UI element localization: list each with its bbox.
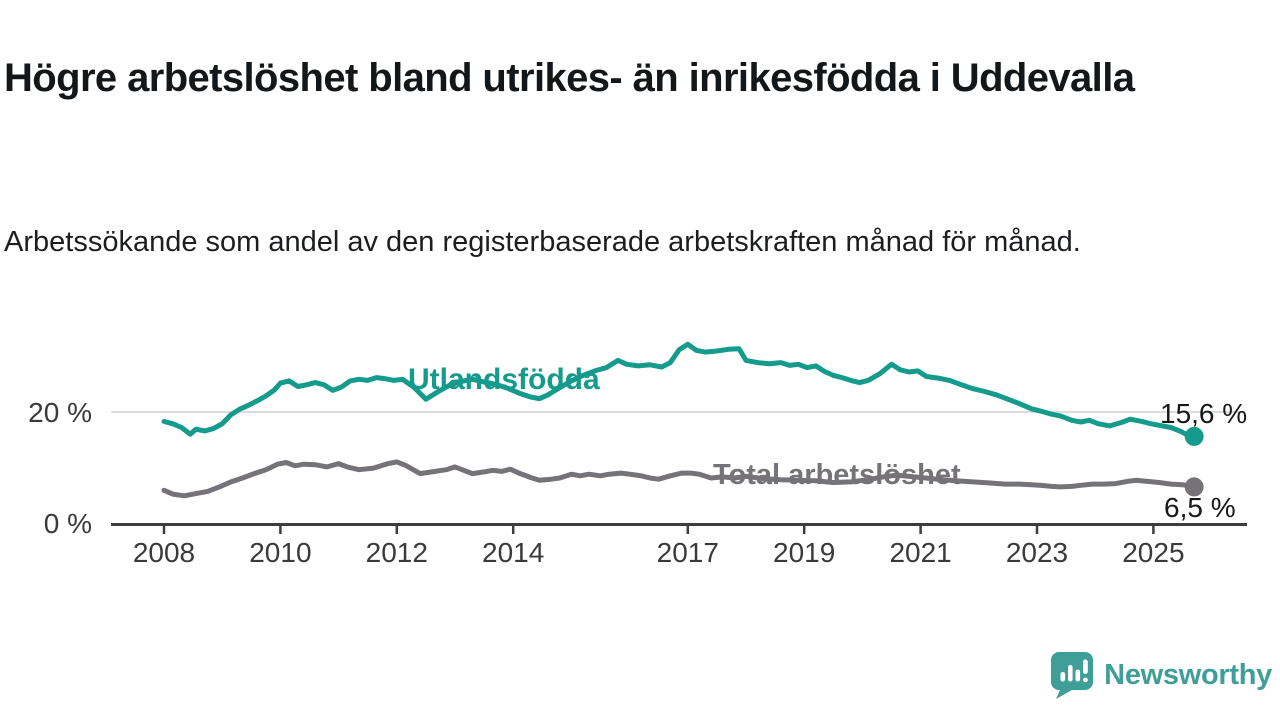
end-value-total: 6,5 % <box>1164 492 1236 523</box>
foreign-born-end-dot <box>1184 426 1204 446</box>
x-tick-label: 2012 <box>365 537 428 568</box>
end-value-foreign-born: 15,6 % <box>1160 398 1248 429</box>
x-tick-label: 2019 <box>773 537 836 568</box>
x-tick-label: 2025 <box>1122 537 1185 568</box>
x-tick-label: 2008 <box>132 537 196 568</box>
series-label-foreign-born: Utlandsfödda <box>408 363 600 396</box>
page-title: Högre arbetslöshet bland utrikes- än inr… <box>4 55 1135 100</box>
newsworthy-logo-text: Newsworthy <box>1104 658 1272 691</box>
x-tick-label: 2023 <box>1005 537 1069 568</box>
y-tick-label: 0 % <box>43 508 92 539</box>
series-label-total: Total arbetslöshet <box>713 459 961 491</box>
newsworthy-logo-icon <box>1051 652 1094 699</box>
foreign-born-line <box>161 341 1197 439</box>
newsworthy-branding: Newsworthy <box>1049 649 1272 701</box>
page-subtitle: Arbetssökande som andel av den registerb… <box>4 226 1081 258</box>
total-end-dot <box>1184 477 1204 497</box>
x-tick-label: 2010 <box>249 537 312 568</box>
x-tick-label: 2014 <box>482 537 545 568</box>
total-unemployment-line <box>161 459 1197 499</box>
x-tick-label: 2021 <box>889 537 952 568</box>
x-tick-label: 2017 <box>656 537 719 568</box>
y-tick-label: 20 % <box>28 397 92 428</box>
